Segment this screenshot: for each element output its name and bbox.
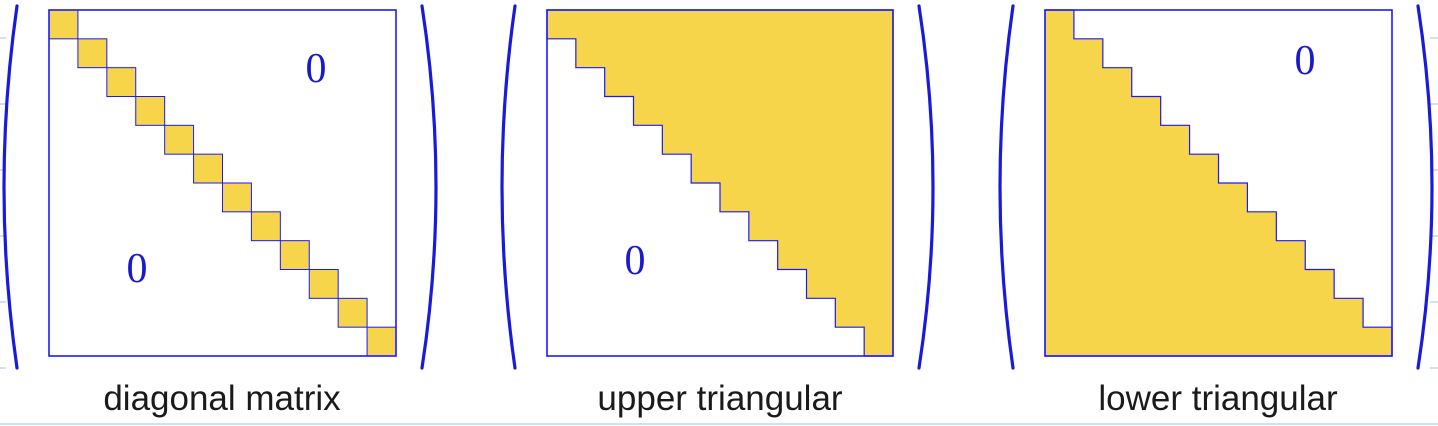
diagonal-cell <box>77 38 108 69</box>
diagonal-shape <box>48 9 397 357</box>
diagonal-cell <box>337 297 368 328</box>
diagonal-cell <box>222 182 252 213</box>
panel-diagonal-matrix: 0 0 diagonal matrix <box>2 4 438 418</box>
diagonal-cell <box>366 326 397 357</box>
diagonal-cell <box>279 240 310 271</box>
zero-label-upper: 0 <box>306 46 327 92</box>
zero-label-lower: 0 <box>625 238 646 284</box>
diagonal-cell <box>135 96 166 126</box>
right-parenthesis <box>1416 4 1434 370</box>
lower-triangle-shape <box>1044 9 1393 357</box>
caption-upper-triangular: upper triangular <box>597 379 842 418</box>
zero-label-upper: 0 <box>1295 38 1316 84</box>
lower-triangular-frame <box>1044 9 1393 357</box>
caption-diagonal-matrix: diagonal matrix <box>103 379 341 418</box>
right-parenthesis <box>917 4 935 370</box>
diagonal-cell <box>106 67 137 97</box>
diagonal-cell <box>250 211 281 242</box>
page-guides <box>0 37 1438 425</box>
diagonal-cell <box>48 9 79 40</box>
diagonal-cell <box>308 269 339 299</box>
left-parenthesis <box>500 4 517 370</box>
upper-triangle-shape <box>546 9 894 357</box>
left-parenthesis <box>998 4 1015 370</box>
diagonal-cell <box>193 153 223 184</box>
panel-upper-triangular: 0 upper triangular <box>500 4 935 418</box>
caption-lower-triangular: lower triangular <box>1098 379 1338 418</box>
diagonal-cell <box>164 124 195 155</box>
diagonal-matrix-frame <box>48 9 397 357</box>
zero-label-lower: 0 <box>127 246 148 292</box>
right-parenthesis <box>420 4 438 370</box>
left-parenthesis <box>2 4 19 370</box>
upper-triangular-frame <box>546 9 894 357</box>
panel-lower-triangular: 0 lower triangular <box>998 4 1434 418</box>
